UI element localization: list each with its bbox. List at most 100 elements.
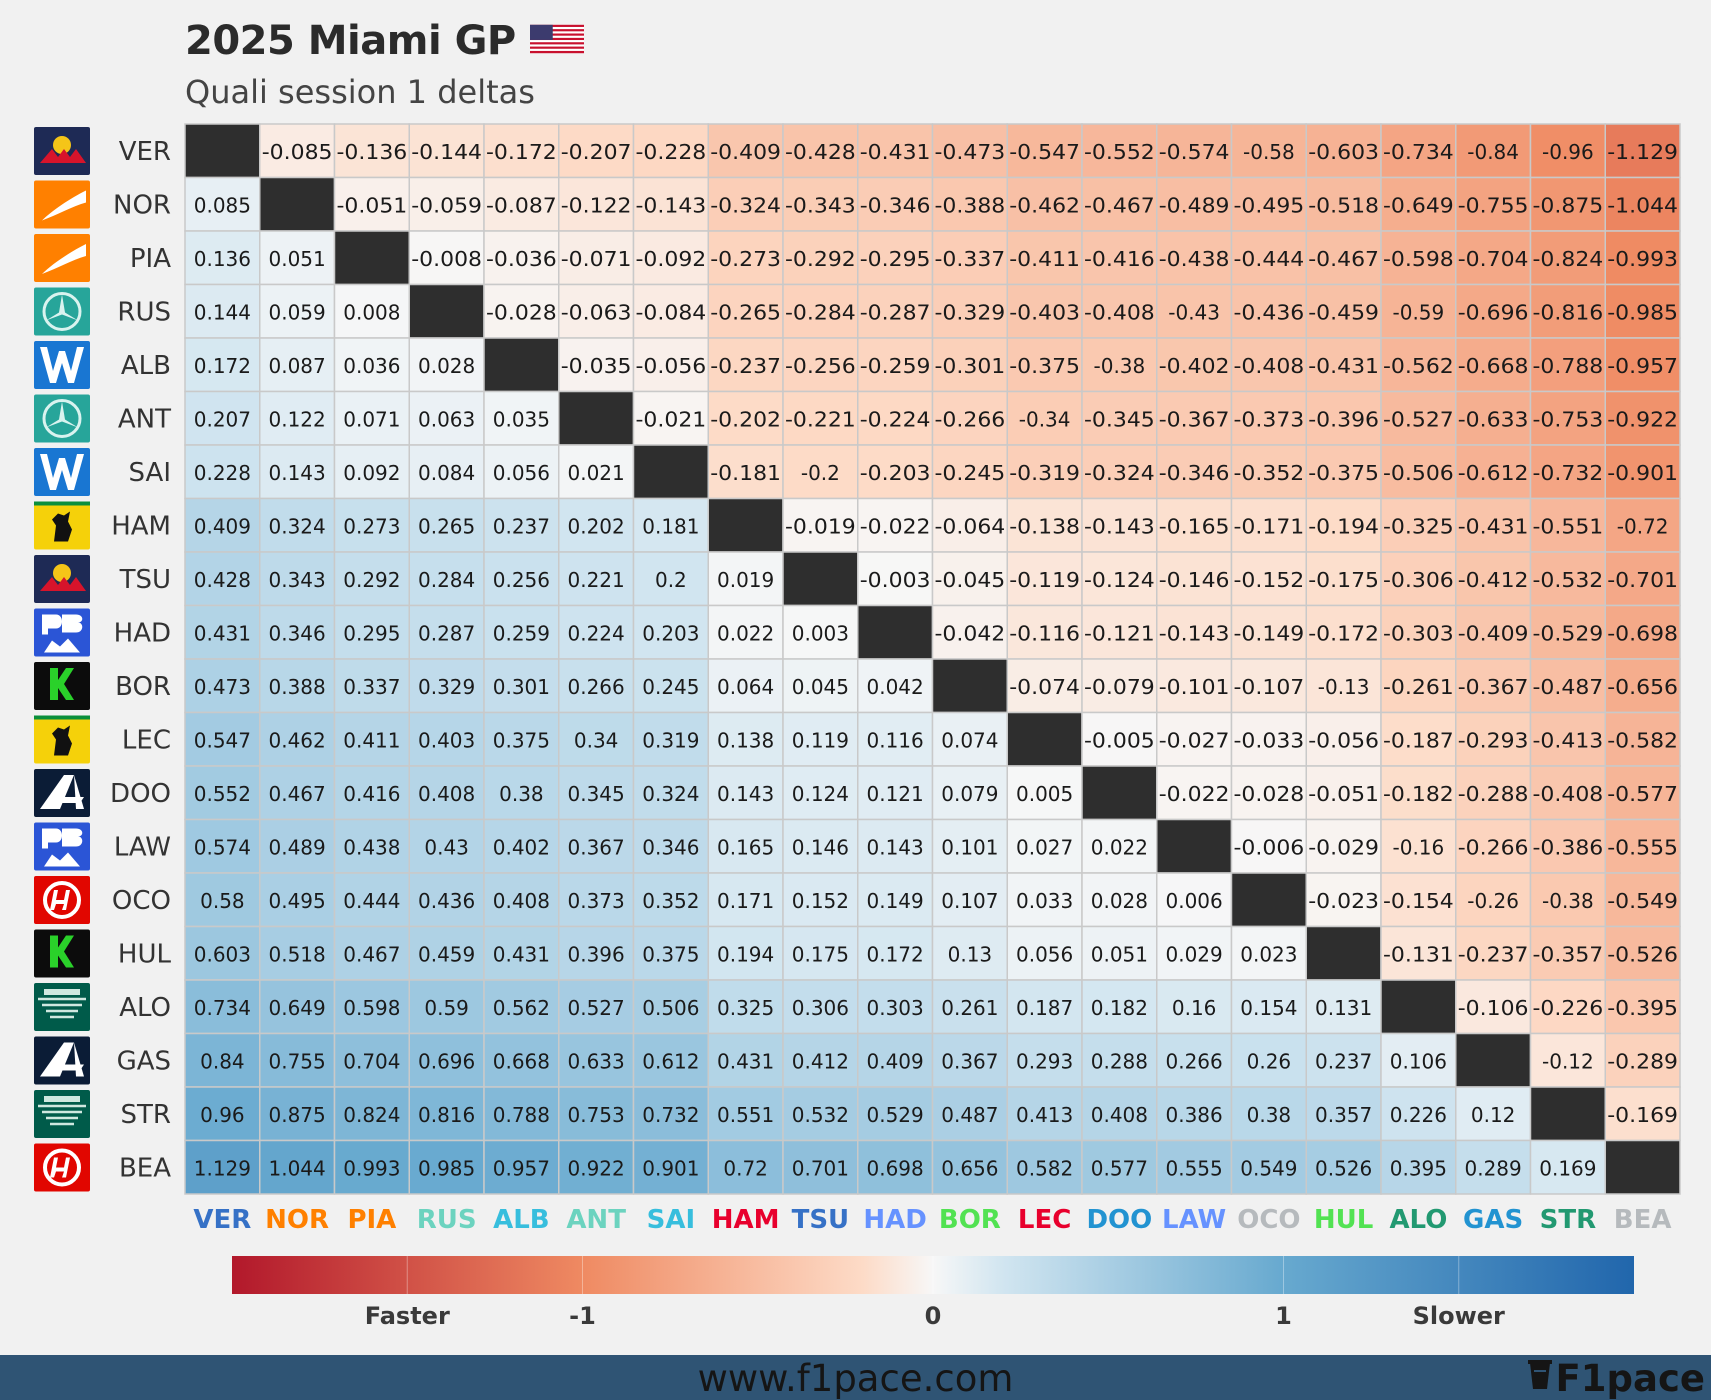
cell-value: 0.467 bbox=[343, 942, 400, 966]
row-label: HAD bbox=[114, 618, 171, 648]
cell-value: 0.412 bbox=[792, 1049, 849, 1073]
heatmap-cell bbox=[1305, 658, 1382, 714]
cell-value: 0.386 bbox=[1165, 1103, 1222, 1127]
cell-value: 0.288 bbox=[1091, 1049, 1148, 1073]
diagonal-cell bbox=[483, 337, 560, 393]
cell-value: -0.107 bbox=[1234, 675, 1305, 699]
cell-value: 0.696 bbox=[418, 1049, 475, 1073]
cell-value: 0.022 bbox=[1091, 835, 1148, 859]
cell-value: 0.266 bbox=[1165, 1049, 1222, 1073]
heatmap-cell bbox=[1006, 497, 1083, 553]
cell-value: -0.027 bbox=[1159, 728, 1230, 752]
cell-value: -0.656 bbox=[1607, 675, 1678, 699]
cell-value: -0.028 bbox=[1234, 782, 1305, 806]
cell-value: 0.092 bbox=[343, 461, 400, 485]
cell-value: 0.146 bbox=[792, 835, 849, 859]
heatmap-cell bbox=[558, 497, 635, 553]
cell-value: 0.245 bbox=[642, 675, 699, 699]
cell-value: -0.403 bbox=[1009, 300, 1080, 324]
cell-value: 0.265 bbox=[418, 514, 475, 538]
cell-value: -0.698 bbox=[1607, 621, 1678, 645]
diagonal-cell bbox=[259, 176, 336, 232]
heatmap-cell bbox=[1156, 925, 1233, 981]
heatmap-cell bbox=[1230, 497, 1307, 553]
cell-value: 0.788 bbox=[493, 1103, 550, 1127]
heatmap-cell bbox=[1081, 390, 1158, 446]
diagonal-cell bbox=[707, 497, 784, 553]
heatmap-cell bbox=[632, 604, 709, 660]
heatmap-cell bbox=[408, 1139, 485, 1195]
cell-value: -0.119 bbox=[1009, 568, 1080, 592]
footer-url[interactable]: www.f1pace.com bbox=[697, 1357, 1014, 1400]
cell-value: 0.357 bbox=[1315, 1103, 1372, 1127]
cell-value: -0.303 bbox=[1383, 621, 1454, 645]
cell-value: -0.131 bbox=[1383, 942, 1454, 966]
cell-value: 0.526 bbox=[1315, 1156, 1372, 1180]
mercedes-logo-icon bbox=[34, 287, 90, 336]
cell-value: -0.121 bbox=[1084, 621, 1155, 645]
heatmap-cell bbox=[782, 1032, 859, 1088]
cell-value: 0.143 bbox=[866, 835, 923, 859]
cell-value: 0.38 bbox=[499, 782, 544, 806]
cell-value: -0.295 bbox=[860, 247, 931, 271]
cell-value: -0.143 bbox=[636, 193, 707, 217]
heatmap-cell bbox=[632, 230, 709, 286]
heatmap-cell bbox=[408, 390, 485, 446]
heatmap-cell bbox=[1305, 497, 1382, 553]
heatmap-cell bbox=[1081, 872, 1158, 928]
column-label: HAM bbox=[712, 1205, 780, 1235]
cell-value: -0.306 bbox=[1383, 568, 1454, 592]
cell-value: -0.487 bbox=[1533, 675, 1604, 699]
heatmap-cell bbox=[1455, 390, 1532, 446]
cell-value: 0.438 bbox=[343, 835, 400, 859]
cell-value: 0.562 bbox=[493, 996, 550, 1020]
cell-value: -0.409 bbox=[710, 140, 781, 164]
column-label: STR bbox=[1540, 1205, 1596, 1235]
cell-value: 0.056 bbox=[493, 461, 550, 485]
row-label: NOR bbox=[113, 190, 171, 220]
heatmap-cell bbox=[1604, 872, 1681, 928]
cell-value: -0.395 bbox=[1607, 996, 1678, 1020]
heatmap-cell bbox=[1529, 765, 1606, 821]
heatmap-cell bbox=[1604, 765, 1681, 821]
cell-value: 0.121 bbox=[866, 782, 923, 806]
heatmap-cell bbox=[259, 1139, 336, 1195]
cell-value: 0.922 bbox=[567, 1156, 624, 1180]
colorbar-tick-label: 1 bbox=[1275, 1302, 1292, 1330]
cell-value: 0.527 bbox=[567, 996, 624, 1020]
heatmap-cell bbox=[931, 925, 1008, 981]
cell-value: -0.551 bbox=[1533, 514, 1604, 538]
heatmap-cell bbox=[1156, 283, 1233, 339]
heatmap-cell bbox=[1230, 979, 1307, 1035]
cell-value: 0.375 bbox=[642, 942, 699, 966]
cell-value: 0.84 bbox=[200, 1049, 245, 1073]
cell-value: 0.473 bbox=[194, 675, 251, 699]
cell-value: 0.668 bbox=[493, 1049, 550, 1073]
heatmap-cell bbox=[259, 711, 336, 767]
cell-value: 0.144 bbox=[194, 300, 251, 324]
cell-value: -0.175 bbox=[1308, 568, 1379, 592]
heatmap-cell bbox=[931, 230, 1008, 286]
alpine-logo-icon bbox=[34, 769, 90, 817]
cell-value: 0.023 bbox=[1240, 942, 1297, 966]
cell-value: -0.734 bbox=[1383, 140, 1454, 164]
column-label: RUS bbox=[417, 1205, 477, 1235]
diagonal-cell bbox=[408, 283, 485, 339]
heatmap-cell bbox=[632, 979, 709, 1035]
cell-value: 0.124 bbox=[792, 782, 849, 806]
cell-value: 0.022 bbox=[717, 621, 774, 645]
heatmap-cell bbox=[558, 925, 635, 981]
heatmap-cell bbox=[333, 658, 410, 714]
cell-value: -0.228 bbox=[636, 140, 707, 164]
heatmap-cell bbox=[1305, 123, 1382, 179]
cell-value: 0.345 bbox=[567, 782, 624, 806]
heatmap-cell bbox=[707, 604, 784, 660]
heatmap-cell bbox=[1529, 176, 1606, 232]
heatmap-cell bbox=[782, 337, 859, 393]
cell-value: 0.337 bbox=[343, 675, 400, 699]
cell-value: -0.518 bbox=[1308, 193, 1379, 217]
diagonal-cell bbox=[184, 123, 261, 179]
heatmap-cell bbox=[632, 1086, 709, 1142]
diagonal-cell bbox=[857, 604, 934, 660]
heatmap-cell bbox=[1230, 925, 1307, 981]
